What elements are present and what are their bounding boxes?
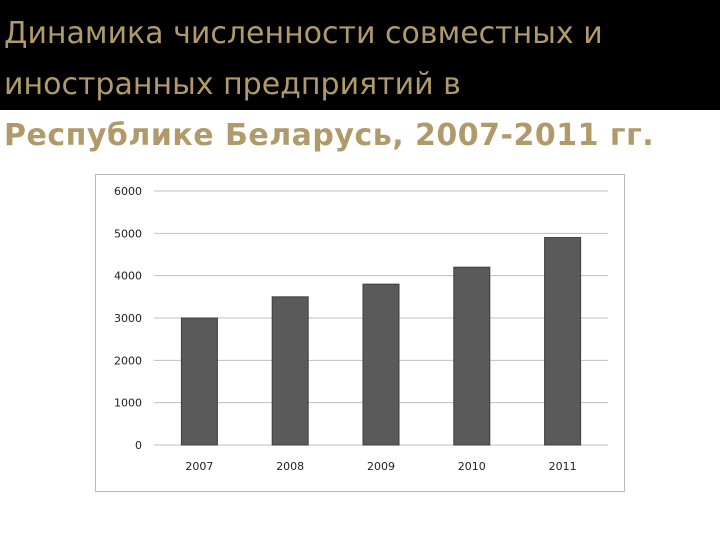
y-tick-label: 4000	[114, 270, 142, 283]
bar-2008	[271, 296, 309, 446]
y-tick-label: 0	[135, 439, 142, 452]
y-tick-label: 2000	[114, 354, 142, 367]
bar-2011	[544, 237, 582, 446]
page-title-line-2: иностранных предприятий в	[4, 67, 461, 102]
y-tick-label: 5000	[114, 227, 142, 240]
page-title-line-3: Республике Беларусь, 2007-2011 гг.	[4, 118, 655, 153]
x-category-label: 2011	[549, 460, 577, 473]
x-category-label: 2008	[276, 460, 304, 473]
page-title-line-1: Динамика численности совместных и	[4, 16, 603, 51]
y-tick-label: 6000	[114, 185, 142, 198]
bar-2010	[453, 266, 491, 446]
x-category-label: 2009	[367, 460, 395, 473]
x-category-label: 2010	[458, 460, 486, 473]
bar-2007	[180, 317, 218, 446]
y-tick-label: 3000	[114, 312, 142, 325]
x-axis-category-labels: 2007 2008 2009 2010 2011	[185, 460, 576, 473]
bars	[180, 237, 582, 446]
title-band	[0, 0, 720, 110]
y-axis-tick-labels: 0 1000 2000 3000 4000 5000 6000	[114, 185, 142, 452]
chart-frame: 0 1000 2000 3000 4000 5000 6000 2007 2008 2009 20…	[95, 174, 625, 492]
x-category-label: 2007	[185, 460, 213, 473]
bar-2009	[362, 283, 400, 446]
y-tick-label: 1000	[114, 397, 142, 410]
